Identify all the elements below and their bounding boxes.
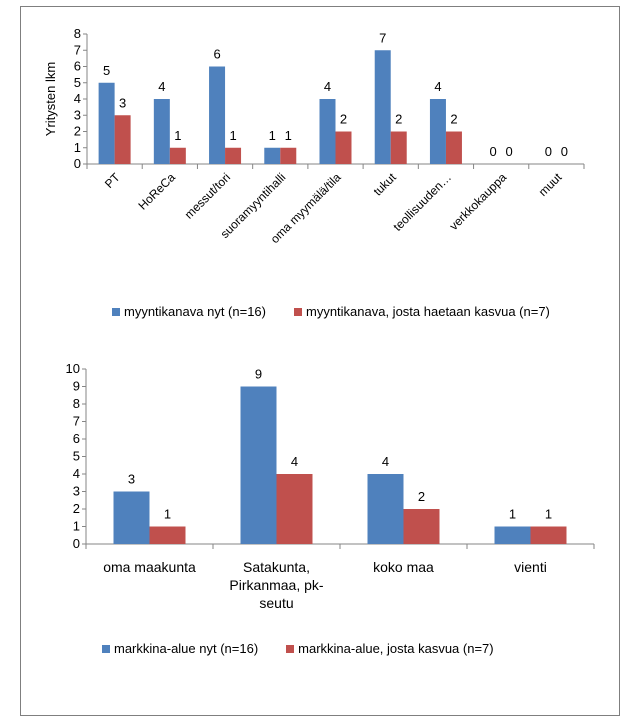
legend-item-series-2: markkina-alue, josta kasvua (n=7)	[286, 641, 494, 656]
legend-swatch-blue	[112, 307, 120, 316]
legend-swatch-red	[293, 307, 302, 316]
legend-label: myyntikanava nyt (n=16)	[124, 304, 266, 319]
y-tick-label: 7	[73, 414, 80, 429]
bar	[280, 147, 297, 164]
bar	[429, 99, 446, 164]
data-label: 4	[324, 79, 331, 94]
y-tick-label: 6	[74, 59, 81, 74]
y-tick-label: 1	[74, 140, 81, 155]
y-tick-label: 7	[74, 42, 81, 57]
data-label: 2	[450, 112, 457, 127]
data-label: 6	[213, 47, 220, 62]
data-label: 1	[174, 128, 181, 143]
legend-item-series-1: markkina-alue nyt (n=16)	[102, 641, 258, 656]
y-tick-label: 4	[74, 91, 81, 106]
data-label: 1	[509, 507, 516, 522]
bar	[114, 115, 131, 164]
y-tick-label: 0	[73, 536, 80, 551]
data-label: 2	[418, 489, 425, 504]
y-tick-label: 2	[73, 501, 80, 516]
bar	[225, 147, 242, 164]
bar	[113, 491, 150, 544]
data-label: 1	[545, 507, 552, 522]
y-tick-label: 8	[74, 26, 81, 41]
data-label: 1	[229, 128, 236, 143]
y-tick-label: 6	[73, 431, 80, 446]
y-tick-label: 1	[73, 519, 80, 534]
data-label: 0	[506, 144, 513, 159]
data-label: 3	[128, 472, 135, 487]
data-label: 4	[382, 454, 389, 469]
y-tick-label: 10	[66, 361, 80, 376]
bar	[209, 66, 226, 164]
category-label: messut/tori	[182, 170, 233, 221]
legend-label: markkina-alue, josta kasvua (n=7)	[298, 641, 494, 656]
y-tick-label: 3	[74, 107, 81, 122]
y-tick-label: 4	[73, 466, 80, 481]
y-tick-label: 5	[73, 449, 80, 464]
bar	[445, 131, 462, 164]
category-label: Satakunta,	[243, 559, 310, 575]
bar	[335, 131, 352, 164]
bar	[403, 509, 440, 544]
legend-market-areas: markkina-alue nyt (n=16) markkina-alue, …	[102, 641, 516, 656]
data-label: 4	[158, 79, 165, 94]
bar	[276, 474, 313, 544]
legend-item-series-2: myyntikanava, josta haetaan kasvua (n=7)	[293, 304, 550, 319]
category-label: HoReCa	[136, 170, 179, 213]
data-label: 0	[490, 144, 497, 159]
category-label: Pirkanmaa, pk-	[229, 577, 323, 593]
data-label: 9	[255, 367, 262, 382]
category-label: seutu	[259, 595, 293, 611]
category-label: muut	[536, 170, 565, 199]
y-tick-label: 0	[74, 156, 81, 171]
bar	[374, 50, 391, 164]
bar	[494, 526, 531, 544]
y-tick-label: 2	[74, 124, 81, 139]
data-label: 0	[561, 144, 568, 159]
data-label: 2	[395, 112, 402, 127]
bar	[98, 82, 115, 164]
bar	[530, 526, 567, 544]
data-label: 7	[379, 30, 386, 45]
bar	[367, 474, 404, 544]
data-label: 0	[545, 144, 552, 159]
data-label: 2	[340, 112, 347, 127]
data-label: 1	[285, 128, 292, 143]
category-label: tukut	[371, 170, 400, 199]
legend-label: myyntikanava, josta haetaan kasvua (n=7)	[305, 304, 550, 319]
legend-label: markkina-alue nyt (n=16)	[114, 641, 259, 656]
data-label: 3	[119, 95, 126, 110]
category-label: PT	[102, 170, 123, 191]
legend-item-series-1: myyntikanava nyt (n=16)	[112, 304, 266, 319]
category-label: vienti	[514, 559, 547, 575]
y-tick-label: 3	[73, 484, 80, 499]
bar	[319, 99, 336, 164]
bar	[153, 99, 170, 164]
y-tick-label: 8	[73, 396, 80, 411]
bar	[390, 131, 407, 164]
y-tick-label: 9	[73, 379, 80, 394]
category-label: oma maakunta	[103, 559, 196, 575]
bar	[149, 526, 186, 544]
bar	[169, 147, 186, 164]
data-label: 4	[291, 454, 298, 469]
category-label: koko maa	[373, 559, 434, 575]
category-label: teollisuuden…	[390, 170, 454, 234]
data-label: 1	[164, 507, 171, 522]
legend-swatch-red	[286, 644, 295, 653]
legend-swatch-blue	[102, 644, 110, 653]
bar	[264, 147, 281, 164]
data-label: 5	[103, 63, 110, 78]
legend-sales-channels: myyntikanava nyt (n=16) myyntikanava, jo…	[112, 304, 572, 319]
y-axis-title: Yritysten lkm	[43, 62, 58, 136]
data-label: 4	[434, 79, 441, 94]
category-label: verkkokauppa	[447, 170, 510, 233]
y-tick-label: 5	[74, 75, 81, 90]
bar	[240, 386, 277, 544]
data-label: 1	[269, 128, 276, 143]
